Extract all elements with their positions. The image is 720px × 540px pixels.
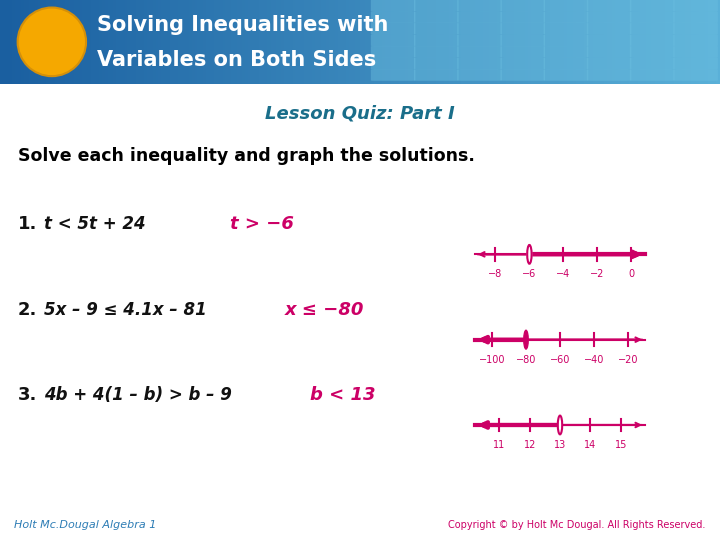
FancyBboxPatch shape: [457, 69, 502, 81]
Text: 11: 11: [493, 440, 505, 450]
Text: x ≤ −80: x ≤ −80: [285, 301, 364, 319]
Text: b < 13: b < 13: [310, 386, 376, 404]
FancyBboxPatch shape: [587, 23, 631, 35]
Text: t > −6: t > −6: [230, 215, 294, 233]
FancyBboxPatch shape: [544, 0, 588, 11]
Text: 1.: 1.: [18, 215, 37, 233]
FancyBboxPatch shape: [371, 0, 415, 11]
Text: −2: −2: [590, 269, 605, 279]
FancyBboxPatch shape: [630, 69, 675, 81]
Circle shape: [527, 245, 531, 264]
Text: 12: 12: [523, 440, 536, 450]
Text: Holt Mc.Dougal Algebra 1: Holt Mc.Dougal Algebra 1: [14, 520, 157, 530]
Text: −8: −8: [488, 269, 503, 279]
FancyBboxPatch shape: [414, 46, 459, 58]
FancyBboxPatch shape: [414, 23, 459, 35]
Text: 13: 13: [554, 440, 566, 450]
FancyBboxPatch shape: [457, 57, 502, 69]
FancyBboxPatch shape: [457, 0, 502, 11]
FancyBboxPatch shape: [673, 69, 718, 81]
FancyBboxPatch shape: [414, 35, 459, 46]
FancyBboxPatch shape: [500, 46, 545, 58]
Circle shape: [523, 330, 528, 349]
Text: 4b + 4(1 – b) > b – 9: 4b + 4(1 – b) > b – 9: [44, 386, 232, 404]
FancyBboxPatch shape: [414, 0, 459, 11]
FancyBboxPatch shape: [630, 23, 675, 35]
Text: Lesson Quiz: Part I: Lesson Quiz: Part I: [265, 105, 455, 123]
Text: Solving Inequalities with: Solving Inequalities with: [97, 15, 389, 35]
FancyBboxPatch shape: [587, 0, 631, 11]
FancyBboxPatch shape: [457, 11, 502, 23]
FancyBboxPatch shape: [371, 35, 415, 46]
FancyBboxPatch shape: [371, 46, 415, 58]
Text: 0: 0: [629, 269, 634, 279]
FancyBboxPatch shape: [673, 11, 718, 23]
Text: −80: −80: [516, 355, 536, 365]
FancyBboxPatch shape: [630, 35, 675, 46]
Text: t < 5t + 24: t < 5t + 24: [44, 215, 145, 233]
Text: −40: −40: [584, 355, 604, 365]
FancyBboxPatch shape: [587, 69, 631, 81]
Text: −6: −6: [522, 269, 536, 279]
Text: −20: −20: [618, 355, 638, 365]
Text: 5x – 9 ≤ 4.1x – 81: 5x – 9 ≤ 4.1x – 81: [44, 301, 207, 319]
FancyBboxPatch shape: [630, 57, 675, 69]
Ellipse shape: [17, 8, 86, 76]
FancyBboxPatch shape: [371, 57, 415, 69]
FancyBboxPatch shape: [544, 35, 588, 46]
Text: −4: −4: [557, 269, 570, 279]
FancyBboxPatch shape: [500, 11, 545, 23]
FancyBboxPatch shape: [544, 11, 588, 23]
FancyBboxPatch shape: [457, 23, 502, 35]
FancyBboxPatch shape: [414, 57, 459, 69]
Text: 2.: 2.: [18, 301, 37, 319]
FancyBboxPatch shape: [500, 57, 545, 69]
Circle shape: [558, 416, 562, 434]
FancyBboxPatch shape: [457, 35, 502, 46]
FancyBboxPatch shape: [630, 46, 675, 58]
Text: 15: 15: [615, 440, 627, 450]
FancyBboxPatch shape: [544, 46, 588, 58]
FancyBboxPatch shape: [587, 35, 631, 46]
FancyBboxPatch shape: [500, 0, 545, 11]
FancyBboxPatch shape: [630, 11, 675, 23]
FancyBboxPatch shape: [371, 11, 415, 23]
FancyBboxPatch shape: [500, 23, 545, 35]
FancyBboxPatch shape: [587, 11, 631, 23]
FancyBboxPatch shape: [414, 69, 459, 81]
FancyBboxPatch shape: [673, 57, 718, 69]
Text: −100: −100: [479, 355, 505, 365]
Text: 14: 14: [584, 440, 596, 450]
FancyBboxPatch shape: [500, 35, 545, 46]
FancyBboxPatch shape: [457, 46, 502, 58]
FancyBboxPatch shape: [544, 23, 588, 35]
FancyBboxPatch shape: [500, 69, 545, 81]
FancyBboxPatch shape: [544, 69, 588, 81]
Text: Variables on Both Sides: Variables on Both Sides: [97, 50, 377, 70]
FancyBboxPatch shape: [630, 0, 675, 11]
FancyBboxPatch shape: [587, 57, 631, 69]
FancyBboxPatch shape: [673, 23, 718, 35]
FancyBboxPatch shape: [371, 23, 415, 35]
FancyBboxPatch shape: [587, 46, 631, 58]
FancyBboxPatch shape: [673, 0, 718, 11]
FancyBboxPatch shape: [544, 57, 588, 69]
Text: −60: −60: [550, 355, 570, 365]
FancyBboxPatch shape: [371, 69, 415, 81]
FancyBboxPatch shape: [414, 11, 459, 23]
Text: Solve each inequality and graph the solutions.: Solve each inequality and graph the solu…: [18, 147, 475, 165]
FancyBboxPatch shape: [673, 35, 718, 46]
Text: 3.: 3.: [18, 386, 37, 404]
FancyBboxPatch shape: [673, 46, 718, 58]
Text: Copyright © by Holt Mc Dougal. All Rights Reserved.: Copyright © by Holt Mc Dougal. All Right…: [449, 520, 706, 530]
